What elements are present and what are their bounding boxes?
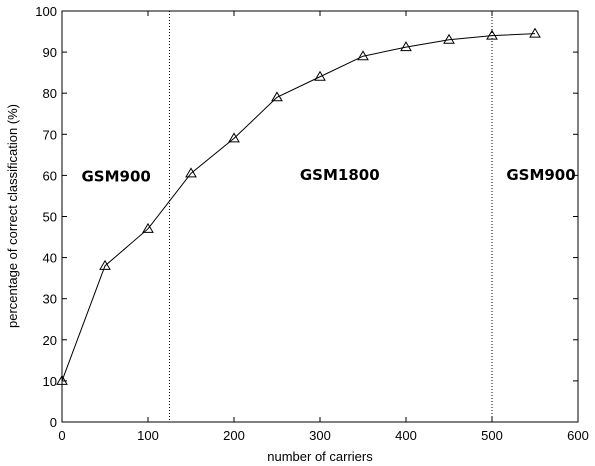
data-point-marker: [529, 27, 541, 38]
y-tick-label: 0: [50, 415, 57, 430]
y-axis-label: percentage of correct classification (%): [5, 104, 20, 328]
y-tick-label: 30: [43, 292, 57, 307]
y-tick-label: 80: [43, 86, 57, 101]
data-point-marker: [314, 70, 326, 81]
region-dividers: [169, 11, 493, 422]
x-tick-label: 300: [309, 428, 331, 443]
data-point-marker: [228, 132, 240, 143]
x-tick-label: 600: [567, 428, 589, 443]
data-point-marker: [185, 167, 197, 178]
y-tick-label: 20: [43, 333, 57, 348]
series-group: [56, 27, 541, 385]
y-tick-label: 100: [35, 4, 57, 19]
y-tick-label: 70: [43, 127, 57, 142]
x-axis-label: number of carriers: [267, 449, 373, 464]
y-tick-label: 90: [43, 45, 57, 60]
data-point-marker: [357, 50, 369, 61]
region-label: GSM900: [506, 166, 575, 184]
region-label: GSM1800: [300, 166, 380, 184]
series-line: [61, 33, 536, 382]
y-tick-label: 40: [43, 251, 57, 266]
data-point-marker: [142, 222, 154, 233]
data-point-marker: [271, 91, 283, 102]
y-tick-label: 10: [43, 374, 57, 389]
x-tick-label: 200: [223, 428, 245, 443]
y-axis-ticks: 0 10 20 30 40 50 60 70 80 90 100: [35, 4, 578, 430]
region-labels: GSM900 GSM1800 GSM900: [82, 166, 576, 185]
x-tick-label: 0: [58, 428, 65, 443]
region-label: GSM900: [82, 167, 151, 185]
x-tick-label: 500: [481, 428, 503, 443]
data-point-marker: [99, 259, 111, 270]
data-point-marker: [443, 33, 455, 44]
data-point-marker: [400, 41, 412, 52]
x-axis-ticks: 0 100 200 300 400 500 600: [58, 11, 589, 443]
x-tick-label: 100: [137, 428, 159, 443]
data-point-marker: [486, 29, 498, 40]
x-tick-label: 400: [395, 428, 417, 443]
y-tick-label: 50: [43, 210, 57, 225]
y-tick-label: 60: [43, 168, 57, 183]
data-point-marker: [56, 374, 68, 385]
